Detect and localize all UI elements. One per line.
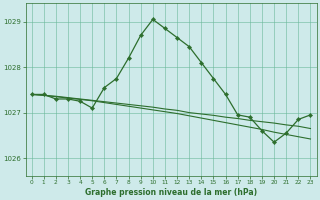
X-axis label: Graphe pression niveau de la mer (hPa): Graphe pression niveau de la mer (hPa)	[85, 188, 257, 197]
